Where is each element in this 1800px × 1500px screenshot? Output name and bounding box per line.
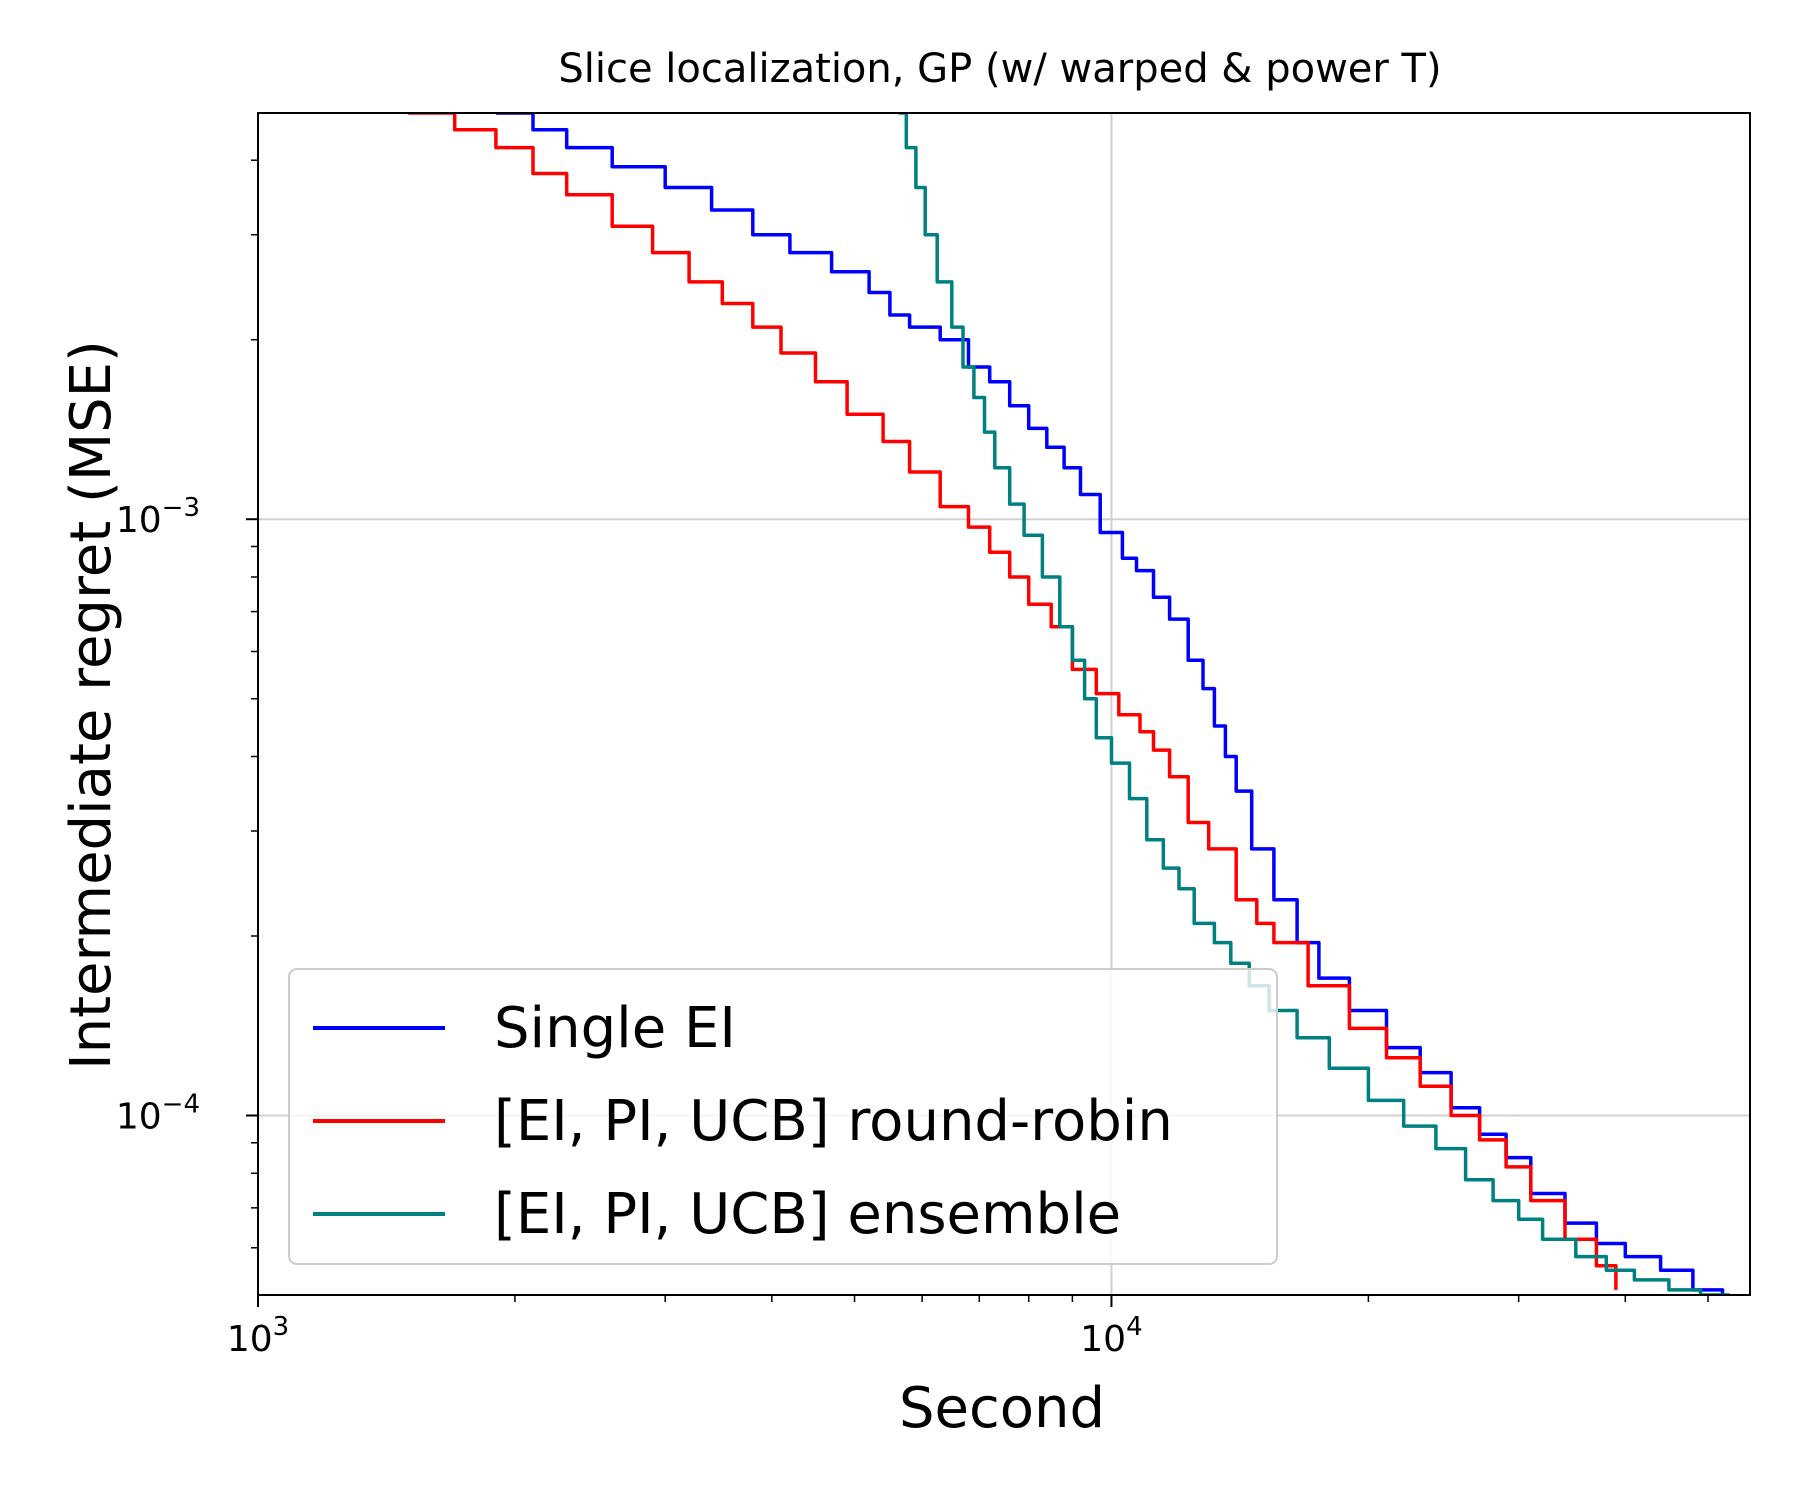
x-axis-label: Second (899, 1376, 1105, 1441)
chart-title: Slice localization, GP (w/ warped & powe… (558, 46, 1441, 92)
legend-label: Single EI (494, 996, 736, 1061)
x-tick-label: 104 (1080, 1312, 1142, 1360)
x-tick-exponent: 3 (273, 1312, 290, 1342)
x-tick-base: 10 (227, 1319, 273, 1360)
x-tick-base: 10 (1080, 1319, 1126, 1360)
y-tick-exponent: −4 (162, 1090, 200, 1120)
y-tick-base: 10 (116, 500, 162, 541)
y-tick-label: 10−3 (116, 493, 200, 541)
plot-frame (257, 112, 1751, 1296)
series-line-ei-pi-ucb-round-robin (408, 113, 1618, 1290)
minor-ticks (251, 159, 1709, 1302)
legend: Single EI [EI, PI, UCB] round-robin [EI, P… (288, 968, 1278, 1265)
x-tick-label: 103 (227, 1312, 289, 1360)
series-lines (408, 113, 1730, 1295)
legend-label: [EI, PI, UCB] ensemble (494, 1182, 1121, 1247)
x-tick-exponent: 4 (1126, 1312, 1143, 1342)
series-line-single-ei (495, 113, 1725, 1295)
series-line-ei-pi-ucb-ensemble (898, 113, 1730, 1295)
y-tick-exponent: −3 (162, 493, 200, 523)
y-axis-label: Intermediate regret (MSE) (59, 340, 124, 1070)
y-tick-base: 10 (116, 1097, 162, 1138)
y-tick-label: 10−4 (116, 1090, 200, 1138)
legend-box (288, 968, 1278, 1265)
legend-label: [EI, PI, UCB] round-robin (494, 1089, 1173, 1154)
